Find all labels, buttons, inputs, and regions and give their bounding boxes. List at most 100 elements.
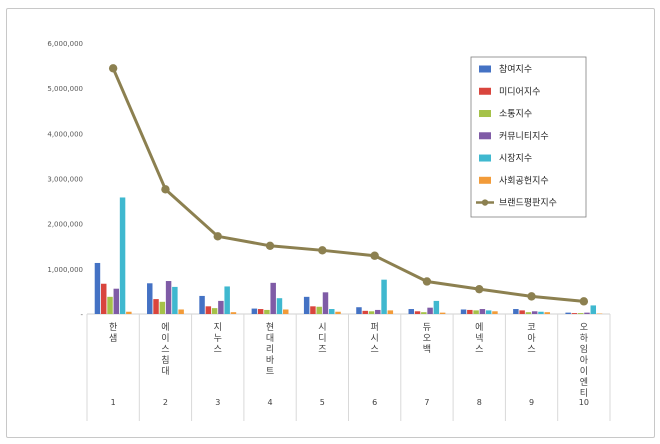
bar bbox=[356, 307, 362, 314]
bar bbox=[100, 283, 107, 314]
legend-swatch bbox=[479, 176, 491, 184]
bar bbox=[257, 309, 264, 314]
bar bbox=[485, 310, 492, 314]
chart-frame: - 1,000,000 2,000,000 3,000,000 4,000,000 5,0… bbox=[6, 8, 655, 438]
legend-swatch bbox=[479, 87, 491, 95]
bar bbox=[492, 311, 498, 314]
bar bbox=[310, 306, 316, 314]
legend-label: 미디어지수 bbox=[499, 86, 540, 97]
y-tick-label: 2,000,000 bbox=[47, 221, 83, 229]
bar bbox=[230, 312, 237, 314]
bar bbox=[251, 308, 258, 314]
bar bbox=[544, 312, 550, 314]
bar bbox=[414, 311, 421, 314]
bar bbox=[270, 282, 276, 314]
bar bbox=[525, 312, 532, 314]
bar bbox=[335, 311, 341, 314]
bar bbox=[408, 309, 414, 314]
line-series-group bbox=[108, 64, 589, 306]
line-point bbox=[108, 64, 118, 73]
bar bbox=[322, 292, 329, 314]
legend-swatch bbox=[479, 154, 491, 162]
brand-reputation-chart: - 1,000,000 2,000,000 3,000,000 4,000,000 5,0… bbox=[47, 40, 611, 421]
bar bbox=[153, 299, 159, 314]
bar bbox=[126, 311, 132, 314]
bar bbox=[94, 262, 101, 314]
bar bbox=[303, 296, 310, 314]
bar bbox=[205, 306, 212, 314]
bar bbox=[381, 279, 387, 314]
bar bbox=[113, 288, 120, 314]
y-tick-label: - bbox=[80, 311, 83, 319]
bar bbox=[427, 307, 433, 314]
legend-label: 브랜드평판지수 bbox=[499, 198, 557, 209]
x-category-number: 2 bbox=[163, 398, 168, 407]
bar bbox=[439, 312, 446, 314]
bar bbox=[224, 286, 230, 314]
bar bbox=[479, 309, 486, 314]
legend-swatch bbox=[479, 132, 491, 140]
bar bbox=[433, 300, 440, 314]
bar bbox=[531, 311, 538, 314]
bar bbox=[460, 309, 467, 314]
bar bbox=[584, 312, 590, 314]
x-category-number: 10 bbox=[579, 398, 589, 407]
bar bbox=[538, 311, 544, 314]
legend-marker bbox=[481, 199, 489, 206]
x-category-number: 1 bbox=[111, 398, 116, 407]
bar bbox=[519, 310, 525, 314]
bar bbox=[165, 281, 172, 314]
x-category-number: 4 bbox=[268, 398, 273, 407]
bar bbox=[264, 309, 270, 314]
x-axis: 한 샘 1 에 이 스 침 대 2 지 누 스 3 현 대 리 바 트 4 시 디 즈 5 퍼 시 스 6 듀 오 백 7 에 넥 스 8 코 아 스 9 오… bbox=[86, 313, 611, 421]
bar bbox=[571, 313, 578, 314]
line-point bbox=[265, 241, 275, 250]
bar bbox=[513, 309, 519, 314]
line-point bbox=[370, 251, 379, 260]
bar bbox=[283, 309, 289, 314]
legend-label: 사회공헌지수 bbox=[499, 175, 549, 186]
x-category-number: 7 bbox=[424, 398, 429, 407]
bar bbox=[199, 295, 205, 314]
bar bbox=[159, 301, 166, 314]
line-point bbox=[475, 284, 484, 294]
legend-swatch bbox=[479, 65, 491, 73]
bar bbox=[107, 296, 113, 314]
line-point bbox=[213, 232, 222, 241]
y-tick-label: 6,000,000 bbox=[47, 40, 83, 48]
line-series bbox=[111, 67, 584, 303]
bar bbox=[211, 308, 218, 314]
y-tick-label: 1,000,000 bbox=[47, 266, 83, 274]
y-tick-label: 5,000,000 bbox=[47, 85, 83, 93]
bar bbox=[147, 283, 153, 314]
bar bbox=[172, 286, 178, 314]
bar bbox=[119, 197, 126, 314]
bar bbox=[178, 309, 184, 314]
bar bbox=[387, 310, 394, 314]
bar bbox=[577, 313, 584, 314]
x-category-number: 9 bbox=[529, 398, 534, 407]
bar bbox=[375, 309, 381, 314]
x-category-number: 6 bbox=[372, 398, 377, 407]
legend-label: 참여지수 bbox=[499, 63, 532, 75]
line-point bbox=[161, 185, 170, 194]
bar bbox=[218, 300, 224, 314]
x-category-number: 8 bbox=[477, 398, 482, 407]
bar bbox=[565, 312, 571, 314]
bar bbox=[329, 309, 335, 314]
bar bbox=[362, 310, 368, 314]
line-point bbox=[579, 297, 589, 306]
y-tick-label: 3,000,000 bbox=[47, 176, 83, 184]
x-category-number: 3 bbox=[215, 398, 220, 407]
y-tick-label: 4,000,000 bbox=[47, 130, 83, 138]
